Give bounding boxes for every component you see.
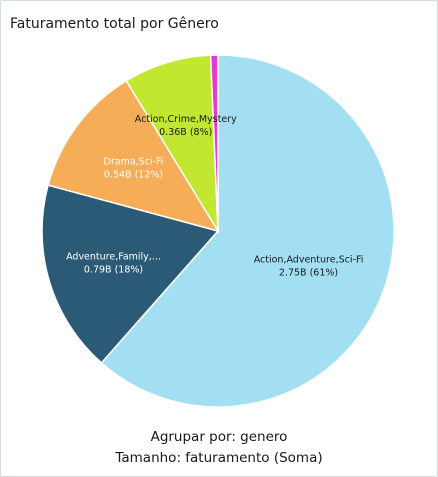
slice-label: Adventure,Family,... bbox=[66, 251, 161, 262]
pie-chart[interactable]: Action,Adventure,Sci-Fi 2.75B (61%) Advent… bbox=[1, 1, 437, 421]
pie-slice[interactable] bbox=[41, 184, 220, 364]
pie-slice[interactable] bbox=[100, 54, 395, 408]
pie-slice[interactable] bbox=[209, 54, 219, 232]
slice-label: Action,Crime,Mystery bbox=[135, 114, 237, 125]
pie-slice[interactable] bbox=[125, 54, 219, 234]
slice-label: Drama,Sci-Fi bbox=[104, 157, 164, 168]
size-caption: Tamanho: faturamento (Soma) bbox=[115, 450, 323, 466]
chart-title: Faturamento total por Gênero bbox=[10, 16, 219, 32]
slice-label: Action,Adventure,Sci-Fi bbox=[254, 254, 364, 265]
group-by-caption: Agrupar por: genero bbox=[150, 429, 288, 445]
slice-value-label: 2.75B (61%) bbox=[279, 267, 338, 278]
slice-value-label: 0.36B (8%) bbox=[159, 127, 212, 138]
slice-value-label: 0.79B (18%) bbox=[84, 264, 143, 275]
pie-slice[interactable] bbox=[47, 79, 220, 233]
slice-value-label: 0.54B (12%) bbox=[104, 170, 163, 181]
